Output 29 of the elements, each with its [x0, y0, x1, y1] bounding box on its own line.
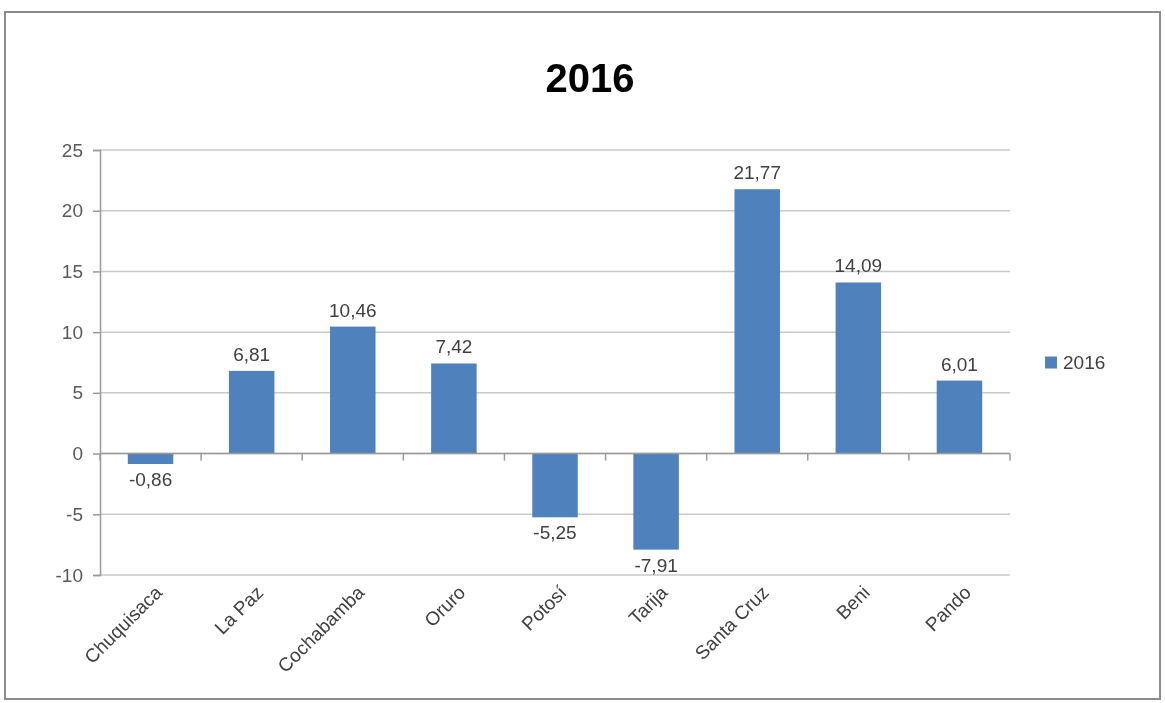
x-tick-label: La Paz: [210, 581, 268, 639]
data-label: 10,46: [329, 299, 377, 321]
data-label: -7,91: [634, 554, 678, 576]
bar: [936, 380, 983, 454]
bar: [228, 370, 275, 454]
legend-label: 2016: [1063, 352, 1106, 374]
data-label: 6,81: [233, 343, 271, 365]
data-label: -0,86: [128, 469, 173, 491]
y-tick-label: 5: [72, 382, 83, 404]
bar: [431, 363, 477, 454]
bar: [330, 326, 376, 454]
y-tick-label: 20: [61, 200, 83, 222]
y-tick-label: 15: [61, 261, 83, 283]
bar: [835, 282, 882, 454]
y-tick-label: 10: [61, 321, 83, 343]
data-label: 14,09: [834, 255, 883, 277]
data-label: -5,25: [533, 522, 577, 544]
data-label: 21,77: [733, 162, 781, 184]
data-label: 7,42: [435, 336, 473, 358]
bar: [532, 453, 578, 518]
y-tick-label: -5: [66, 503, 83, 525]
y-tick-label: 25: [61, 139, 83, 161]
bar: [127, 453, 174, 465]
chart-title: 2016: [545, 56, 635, 100]
y-tick-label: 0: [72, 443, 83, 465]
data-label: 6,01: [940, 353, 978, 375]
bar: [734, 189, 780, 454]
bar: [633, 453, 679, 550]
y-tick-label: -10: [55, 564, 83, 586]
